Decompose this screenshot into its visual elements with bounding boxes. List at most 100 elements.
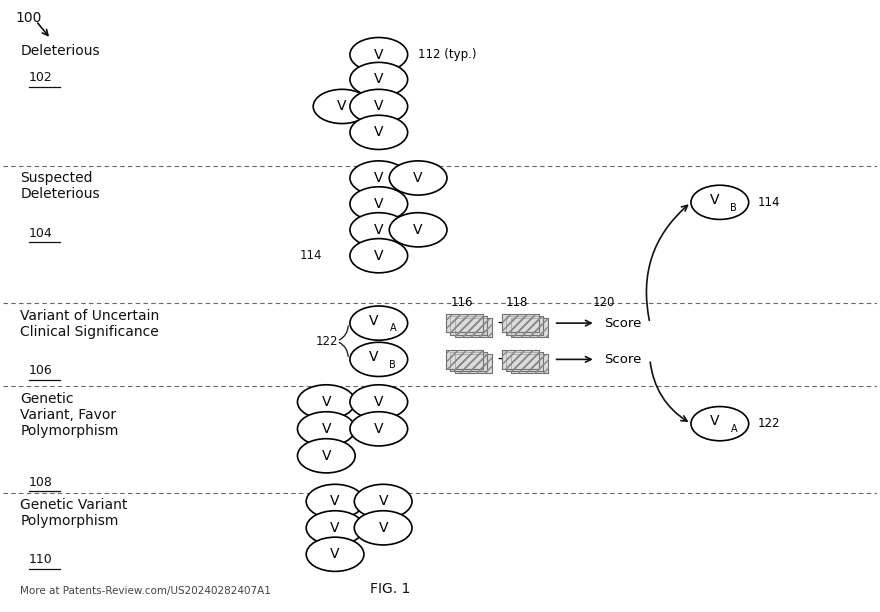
Text: V: V [378, 521, 388, 535]
Circle shape [306, 484, 364, 518]
Bar [502, 350, 539, 368]
Circle shape [350, 213, 407, 247]
Bar [502, 314, 539, 332]
Text: V: V [321, 422, 331, 436]
Text: V: V [330, 494, 340, 509]
Text: A: A [390, 323, 396, 334]
Bar [455, 318, 492, 337]
Circle shape [350, 239, 407, 273]
Bar [455, 354, 492, 373]
Bar [446, 350, 483, 368]
Bar [510, 354, 547, 373]
Text: V: V [337, 99, 347, 113]
Text: 108: 108 [29, 476, 53, 489]
Circle shape [350, 37, 407, 72]
Text: V: V [369, 350, 378, 364]
Circle shape [350, 89, 407, 124]
Circle shape [350, 385, 407, 419]
Circle shape [350, 187, 407, 221]
Circle shape [306, 511, 364, 545]
Text: 122: 122 [316, 335, 338, 348]
Circle shape [355, 511, 412, 545]
Bar [510, 318, 547, 337]
Text: V: V [374, 248, 384, 263]
Text: V: V [710, 193, 719, 207]
Text: 116: 116 [451, 296, 473, 309]
Circle shape [350, 342, 407, 376]
Text: 104: 104 [29, 227, 53, 240]
Circle shape [350, 62, 407, 97]
Text: V: V [374, 422, 384, 436]
Text: B: B [390, 360, 396, 370]
Circle shape [355, 484, 412, 518]
Text: 118: 118 [506, 296, 528, 309]
Circle shape [297, 439, 356, 473]
Text: 100: 100 [16, 12, 42, 25]
Text: V: V [374, 72, 384, 86]
Bar [451, 316, 488, 335]
Circle shape [389, 161, 447, 195]
Bar [446, 314, 483, 332]
Text: V: V [374, 223, 384, 237]
Bar [507, 352, 543, 371]
Circle shape [350, 161, 407, 195]
Circle shape [691, 185, 749, 220]
Bar [455, 354, 492, 373]
Bar [451, 352, 488, 371]
Bar [502, 314, 539, 332]
Text: V: V [378, 494, 388, 509]
Text: Variant of Uncertain
Clinical Significance: Variant of Uncertain Clinical Significan… [20, 308, 159, 339]
Circle shape [297, 385, 356, 419]
Circle shape [297, 412, 356, 446]
Circle shape [389, 213, 447, 247]
Text: +: + [496, 316, 509, 330]
Text: 114: 114 [299, 249, 322, 262]
Circle shape [350, 115, 407, 149]
Text: Score: Score [605, 353, 642, 366]
Circle shape [691, 406, 749, 441]
Circle shape [350, 306, 407, 340]
Text: V: V [710, 414, 719, 428]
Text: 112 (typ.): 112 (typ.) [418, 48, 477, 61]
Bar [510, 318, 547, 337]
Bar [507, 316, 543, 335]
Bar [502, 350, 539, 368]
Text: +: + [496, 352, 509, 367]
Text: Suspected
Deleterious: Suspected Deleterious [20, 171, 100, 201]
Bar [507, 352, 543, 371]
Text: More at Patents-Review.com/US20240282407A1: More at Patents-Review.com/US20240282407… [20, 586, 271, 596]
Circle shape [306, 537, 364, 572]
Text: Genetic
Variant, Favor
Polymorphism: Genetic Variant, Favor Polymorphism [20, 392, 119, 438]
Text: V: V [374, 171, 384, 185]
Text: V: V [330, 547, 340, 561]
Text: 114: 114 [758, 196, 780, 209]
Text: Deleterious: Deleterious [20, 44, 100, 58]
Bar [510, 354, 547, 373]
Text: A: A [730, 424, 737, 434]
Text: B: B [730, 203, 737, 212]
Text: V: V [321, 395, 331, 409]
Text: V: V [330, 521, 340, 535]
Bar [451, 352, 488, 371]
Text: 106: 106 [29, 364, 53, 377]
Text: 120: 120 [593, 296, 615, 309]
Text: V: V [374, 48, 384, 62]
Text: V: V [414, 171, 423, 185]
Text: V: V [374, 99, 384, 113]
Text: 102: 102 [29, 72, 53, 84]
Text: 122: 122 [758, 417, 780, 430]
Text: Genetic Variant
Polymorphism: Genetic Variant Polymorphism [20, 498, 128, 528]
Circle shape [350, 412, 407, 446]
Text: FIG. 1: FIG. 1 [370, 582, 410, 596]
Text: Score: Score [605, 316, 642, 330]
Text: V: V [374, 125, 384, 140]
Bar [507, 316, 543, 335]
Bar [446, 350, 483, 368]
Text: V: V [374, 197, 384, 211]
Bar [455, 318, 492, 337]
Text: 110: 110 [29, 553, 53, 567]
Text: V: V [321, 449, 331, 463]
Text: V: V [374, 395, 384, 409]
Text: V: V [369, 313, 378, 327]
Bar [446, 314, 483, 332]
